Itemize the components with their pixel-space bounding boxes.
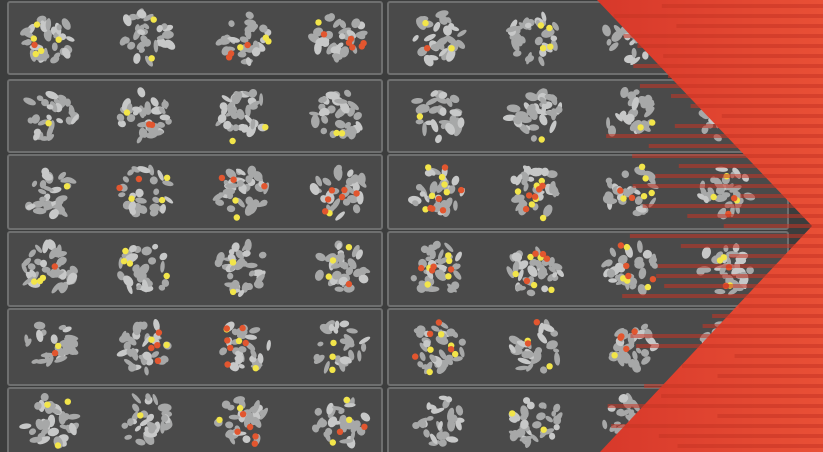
arrow-streak [644, 384, 823, 388]
arrow-streak [679, 164, 823, 168]
arrow-streak [724, 224, 823, 228]
arrow-streak [633, 64, 823, 68]
arrow-streak [735, 354, 823, 358]
arrow-streak [676, 24, 823, 28]
arrow-streak [717, 414, 823, 418]
arrow-streak [622, 294, 823, 298]
arrow-streak [691, 104, 823, 108]
arrow-streak [630, 334, 823, 338]
arrow-streak [722, 114, 823, 118]
arrow-streak [659, 434, 823, 438]
arrow-streak [729, 254, 823, 258]
arrow-streak [703, 324, 823, 328]
arrow-streak [608, 404, 823, 408]
arrow-streak [740, 194, 823, 198]
arrow-streak [681, 244, 823, 248]
arrow-streak [661, 394, 823, 398]
arrow-streak [637, 44, 823, 48]
arrow-streak [649, 144, 823, 148]
arrow-streak [643, 204, 823, 208]
arrow-streak [606, 134, 823, 138]
arrow-streak [624, 34, 823, 38]
arrow-streak [632, 154, 823, 158]
arrow-streak [687, 214, 823, 218]
arrow-streak [630, 234, 823, 238]
arrow-streak [636, 344, 823, 348]
arrow-streak [658, 264, 823, 268]
arrow-streak [656, 274, 823, 278]
arrow-streak [739, 304, 823, 308]
arrow-streak [718, 374, 823, 378]
arrow-streak [633, 184, 823, 188]
arrow-streak [663, 54, 823, 58]
arrow-streak [712, 314, 823, 318]
arrow-streak [614, 14, 823, 18]
arrow-streak [664, 284, 823, 288]
arrow-streak [678, 444, 823, 448]
arrow-streak [671, 94, 823, 98]
arrow-streak [611, 424, 823, 428]
arrow-streak [682, 364, 823, 368]
arrow-streak [640, 84, 823, 88]
arrow-streak [668, 74, 823, 78]
arrow-streak [655, 174, 823, 178]
arrow-streak [675, 124, 823, 128]
arrow-streak [662, 4, 823, 8]
